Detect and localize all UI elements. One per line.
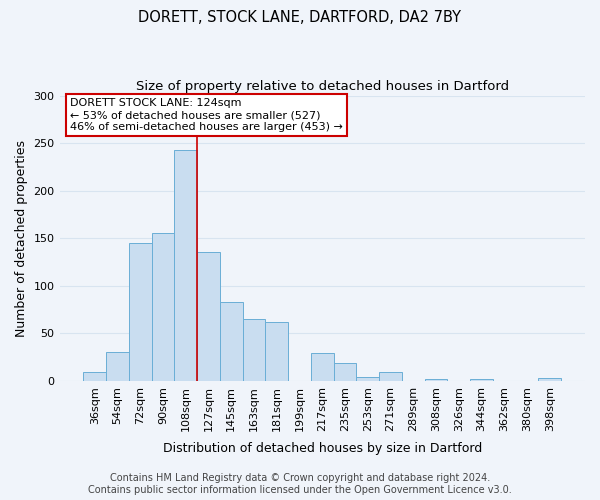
- Bar: [334, 363, 356, 381]
- Bar: [220, 302, 242, 381]
- Title: Size of property relative to detached houses in Dartford: Size of property relative to detached ho…: [136, 80, 509, 93]
- X-axis label: Distribution of detached houses by size in Dartford: Distribution of detached houses by size …: [163, 442, 482, 455]
- Bar: [470, 379, 493, 381]
- Bar: [379, 372, 402, 381]
- Bar: [265, 322, 288, 381]
- Text: Contains HM Land Registry data © Crown copyright and database right 2024.
Contai: Contains HM Land Registry data © Crown c…: [88, 474, 512, 495]
- Bar: [242, 319, 265, 381]
- Bar: [175, 150, 197, 381]
- Text: DORETT, STOCK LANE, DARTFORD, DA2 7BY: DORETT, STOCK LANE, DARTFORD, DA2 7BY: [139, 10, 461, 25]
- Bar: [197, 252, 220, 381]
- Bar: [83, 372, 106, 381]
- Bar: [152, 232, 175, 381]
- Text: DORETT STOCK LANE: 124sqm
← 53% of detached houses are smaller (527)
46% of semi: DORETT STOCK LANE: 124sqm ← 53% of detac…: [70, 98, 343, 132]
- Bar: [311, 354, 334, 381]
- Bar: [106, 352, 129, 381]
- Y-axis label: Number of detached properties: Number of detached properties: [15, 140, 28, 336]
- Bar: [425, 379, 448, 381]
- Bar: [129, 243, 152, 381]
- Bar: [356, 377, 379, 381]
- Bar: [538, 378, 561, 381]
